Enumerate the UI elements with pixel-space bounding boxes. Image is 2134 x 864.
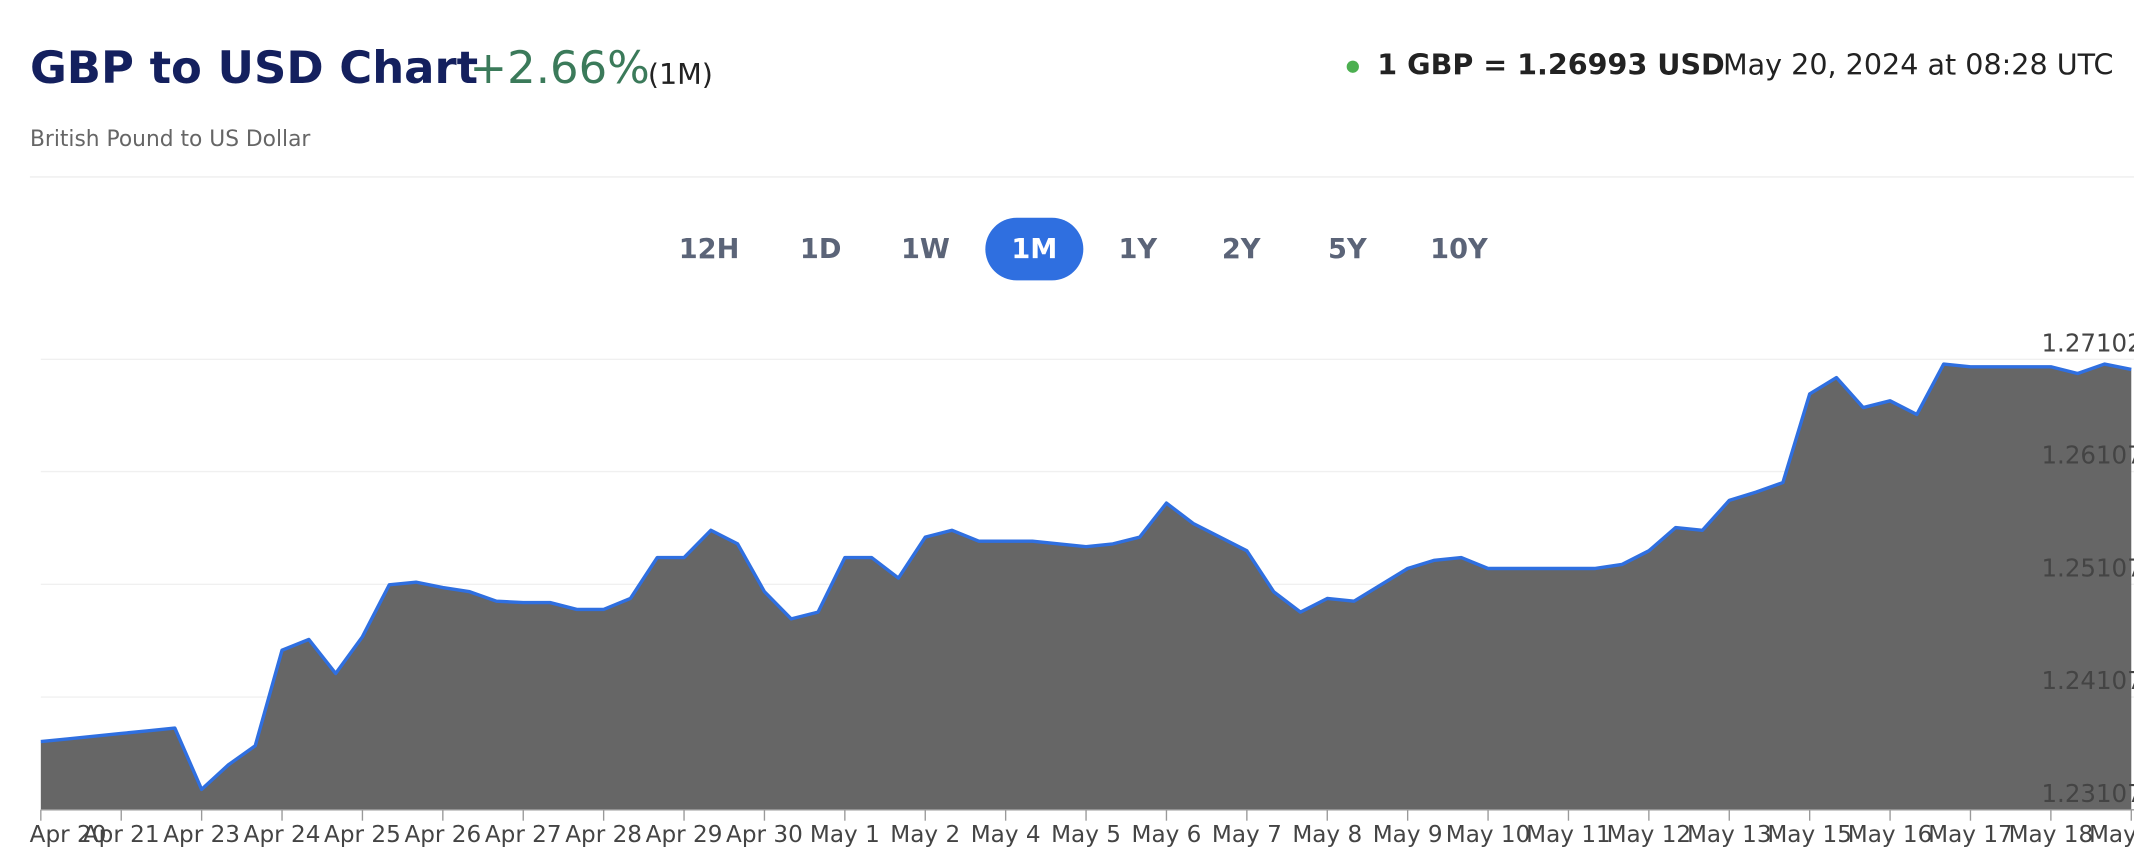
x-tick-label: Apr 21 (83, 822, 160, 848)
range-buttons: 12H 1D 1W 1M 1Y 2Y 5Y 10Y (679, 217, 1488, 281)
timestamp: May 20, 2024 at 08:28 UTC (1723, 48, 2113, 82)
x-tick-label: May 9 (1373, 822, 1443, 848)
x-tick-label: May 17 (1928, 822, 2013, 848)
x-tick-label: May 1 (810, 822, 880, 848)
x-tick-label: Apr 26 (404, 822, 481, 848)
subtitle: British Pound to US Dollar (30, 127, 310, 152)
chart: 1.23107 1.24107 1.25107 1.26107 1.27102 Apr 2… (30, 328, 2134, 848)
range-button[interactable]: 2Y (1222, 234, 1261, 265)
x-tick-label: Apr 25 (324, 822, 401, 848)
x-tick-label: May 18 (2009, 822, 2094, 848)
x-tick-label: May 10 (1446, 822, 1531, 848)
y-tick-label: 1.27102 (2041, 328, 2134, 357)
x-tick-label: Apr 23 (163, 822, 240, 848)
x-tick-label: May 11 (1526, 822, 1611, 848)
x-tick-label: May 8 (1292, 822, 1362, 848)
rate: 1 GBP = 1.26993 USD (1377, 48, 1725, 82)
x-tick-label: Apr 29 (646, 822, 723, 848)
range-button[interactable]: 1M (1011, 234, 1057, 265)
x-tick-label: May 7 (1212, 822, 1282, 848)
x-tick-label: May 16 (1848, 822, 1933, 848)
range-button[interactable]: 1Y (1118, 234, 1157, 265)
x-tick-label: May 20 (2089, 822, 2134, 848)
x-tick-label: Apr 30 (726, 822, 803, 848)
x-tick-label: May 13 (1687, 822, 1772, 848)
title: GBP to USD Chart (30, 41, 478, 94)
x-tick-label: May 15 (1767, 822, 1852, 848)
range-button[interactable]: 12H (679, 234, 740, 265)
range-button[interactable]: 1D (800, 234, 842, 265)
x-tick-label: May 5 (1051, 822, 1121, 848)
y-tick-label: 1.26107 (2041, 441, 2134, 470)
x-tick-label: May 2 (890, 822, 960, 848)
range-button[interactable]: 5Y (1328, 234, 1367, 265)
status-dot (1346, 60, 1359, 73)
change: +2.66% (470, 41, 650, 94)
period: (1M) (648, 57, 713, 91)
x-tick-label: May 4 (971, 822, 1041, 848)
x-tick-label: Apr 20 (30, 822, 107, 848)
x-tick-label: Apr 28 (565, 822, 642, 848)
x-tick-label: Apr 24 (244, 822, 321, 848)
y-tick-label: 1.24107 (2041, 666, 2134, 695)
range-button[interactable]: 10Y (1430, 234, 1488, 265)
x-tick-label: Apr 27 (485, 822, 562, 848)
x-tick-label: May 6 (1132, 822, 1202, 848)
area (40, 364, 2132, 810)
range-button[interactable]: 1W (901, 234, 950, 265)
y-tick-label: 1.25107 (2041, 553, 2134, 582)
active-pill[interactable] (985, 217, 1084, 281)
x-tick-label: May 12 (1607, 822, 1692, 848)
y-tick-label: 1.23107 (2041, 779, 2134, 808)
line (40, 362, 2132, 792)
